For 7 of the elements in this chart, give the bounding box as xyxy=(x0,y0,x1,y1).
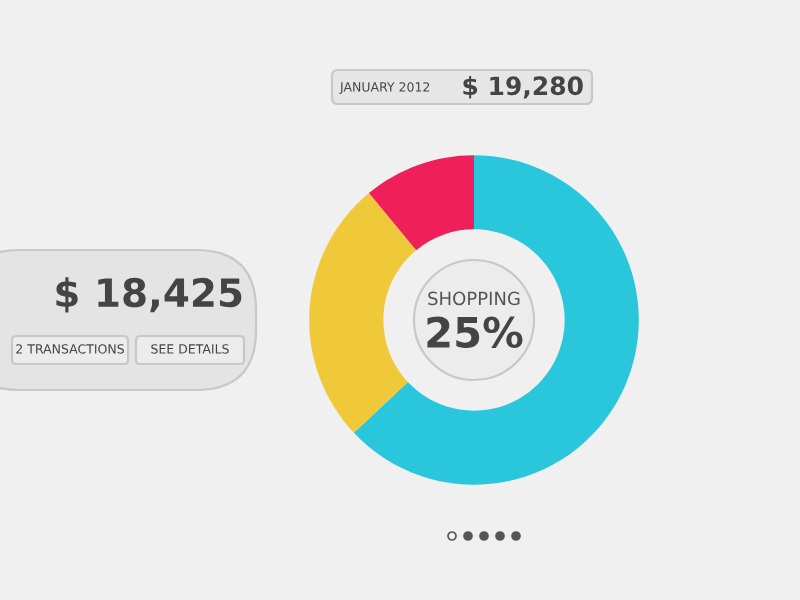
donut-slice xyxy=(353,155,639,485)
text: $ 19,280 xyxy=(463,75,583,99)
text: $ 18,425 xyxy=(56,277,242,313)
donut-slice xyxy=(309,193,417,433)
donut-slice xyxy=(368,155,474,251)
text: SHOPPING xyxy=(428,291,520,306)
text: 25% xyxy=(427,316,523,349)
